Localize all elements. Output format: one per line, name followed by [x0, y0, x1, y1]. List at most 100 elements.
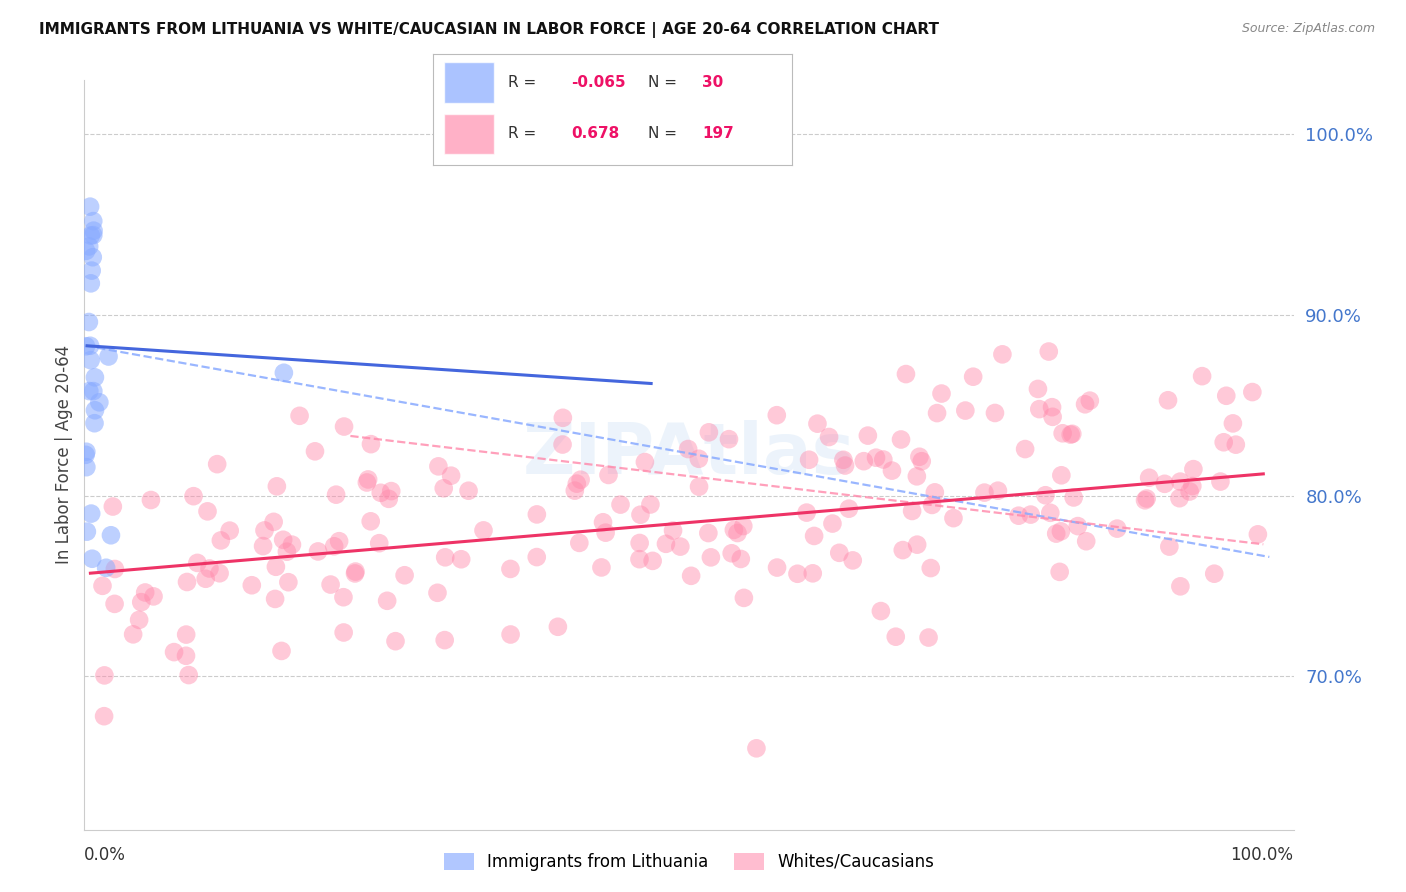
Point — [1222, 417, 1244, 431]
Point — [101, 500, 124, 514]
Point — [1168, 491, 1191, 506]
Point — [806, 417, 828, 431]
Point — [271, 533, 294, 547]
Point — [356, 475, 378, 490]
Point — [1014, 442, 1036, 456]
Point — [1178, 484, 1201, 499]
Point — [82, 250, 104, 264]
Point — [75, 244, 97, 258]
Point — [942, 511, 965, 525]
Point — [197, 504, 219, 518]
Point — [79, 200, 101, 214]
Point — [208, 566, 231, 581]
Point — [1050, 468, 1073, 483]
Point — [263, 515, 285, 529]
Point — [908, 450, 931, 464]
Point — [796, 506, 818, 520]
Point — [357, 472, 380, 486]
Point — [1035, 488, 1057, 502]
Point — [987, 483, 1010, 498]
Point — [332, 591, 354, 605]
Point — [1136, 491, 1159, 506]
Point — [1137, 471, 1160, 485]
Point — [94, 561, 117, 575]
Point — [803, 529, 825, 543]
Point — [1159, 540, 1181, 554]
Point — [609, 498, 631, 512]
Text: 197: 197 — [702, 127, 734, 141]
Point — [1181, 479, 1204, 493]
Text: R =: R = — [509, 75, 537, 90]
Point — [332, 625, 354, 640]
Point — [253, 524, 276, 538]
Text: N =: N = — [648, 127, 678, 141]
Point — [842, 553, 865, 567]
Point — [984, 406, 1007, 420]
Point — [205, 457, 228, 471]
Point — [80, 263, 103, 277]
Point — [801, 566, 824, 581]
Point — [333, 419, 356, 434]
Point — [343, 566, 366, 581]
Point — [325, 488, 347, 502]
Point — [1241, 385, 1264, 400]
Point — [75, 460, 97, 475]
Point — [797, 452, 820, 467]
Point — [499, 627, 522, 641]
Point — [1038, 344, 1060, 359]
Point — [82, 228, 104, 243]
Point — [307, 544, 329, 558]
Point — [821, 516, 844, 531]
Point — [240, 578, 263, 592]
Point — [955, 403, 977, 417]
Point — [93, 709, 115, 723]
Point — [93, 668, 115, 682]
Point — [838, 501, 860, 516]
Point — [499, 562, 522, 576]
Point — [79, 384, 101, 398]
Point — [1074, 397, 1097, 411]
Point — [433, 633, 456, 648]
Point — [1045, 526, 1067, 541]
Point — [174, 648, 197, 663]
Point — [97, 350, 120, 364]
Point — [1062, 426, 1084, 441]
Point — [901, 504, 924, 518]
Point — [91, 579, 114, 593]
Point — [894, 367, 917, 381]
Point — [1059, 427, 1081, 442]
Point — [264, 559, 287, 574]
Point — [591, 560, 613, 574]
Point — [920, 561, 942, 575]
Point — [83, 416, 105, 430]
Point — [218, 524, 240, 538]
Point — [681, 569, 703, 583]
Point — [433, 481, 456, 495]
Point — [973, 485, 995, 500]
Point — [82, 384, 104, 398]
Point — [1204, 566, 1226, 581]
Point — [1026, 382, 1049, 396]
Point — [526, 508, 548, 522]
Point — [83, 224, 105, 238]
Text: R =: R = — [509, 127, 537, 141]
Point — [595, 525, 617, 540]
Point — [818, 430, 841, 444]
Text: 100.0%: 100.0% — [1230, 846, 1294, 864]
Point — [77, 239, 100, 253]
Point — [669, 540, 692, 554]
Text: 30: 30 — [702, 75, 723, 90]
Point — [142, 590, 165, 604]
Point — [75, 444, 97, 458]
Point — [450, 552, 472, 566]
Point — [328, 534, 350, 549]
Point — [1040, 400, 1063, 414]
Point — [676, 442, 699, 456]
Point — [427, 459, 450, 474]
Point — [1182, 462, 1205, 476]
Point — [1191, 369, 1213, 384]
Point — [394, 568, 416, 582]
Point — [273, 366, 295, 380]
Point — [856, 428, 879, 442]
Point — [730, 552, 752, 566]
